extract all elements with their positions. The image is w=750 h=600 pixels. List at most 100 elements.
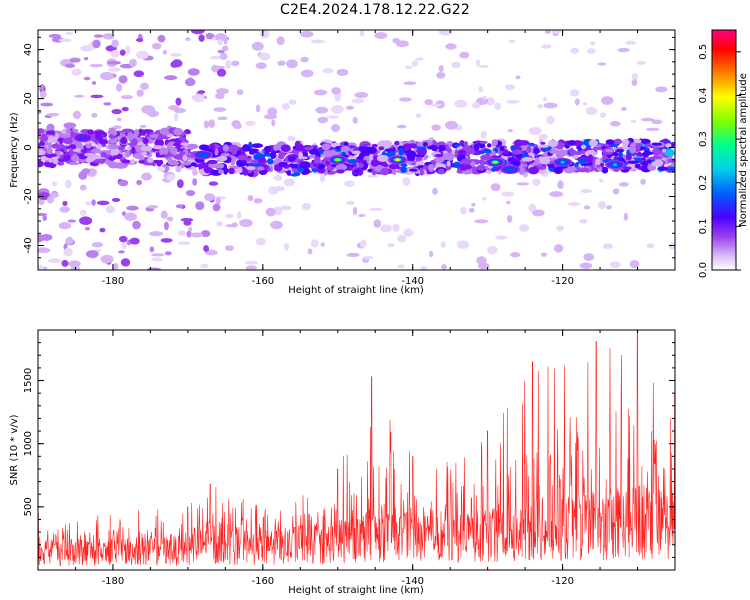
heatmap-cell xyxy=(217,116,228,121)
heatmap-cell xyxy=(208,162,220,169)
heatmap-cell xyxy=(479,159,485,165)
heatmap-cell xyxy=(200,161,206,167)
heatmap-cell xyxy=(604,143,610,147)
snr-x-ticks: -180 -160 -140 -120 xyxy=(37,330,676,587)
heatmap-cell xyxy=(482,95,487,100)
heatmap-cell xyxy=(627,160,639,164)
heatmap-cell xyxy=(39,83,45,91)
heatmap-cell xyxy=(506,200,511,205)
heatmap-cell xyxy=(640,117,655,122)
heatmap-cell xyxy=(46,195,54,204)
heatmap-cell xyxy=(83,76,91,81)
heatmap-cell xyxy=(62,137,74,144)
heatmap-cell xyxy=(180,139,189,144)
heatmap-cell xyxy=(211,64,219,73)
heatmap-cell xyxy=(247,195,254,202)
heatmap-cell xyxy=(551,30,562,34)
heatmap-cell xyxy=(340,145,351,152)
heatmap-cell xyxy=(405,65,413,70)
heatmap-cell xyxy=(90,94,104,99)
heatmap-cell xyxy=(79,216,93,226)
heatmap-cell xyxy=(330,105,344,114)
heatmap-cell xyxy=(298,151,303,160)
heatmap-cell xyxy=(491,139,498,147)
heatmap-cell xyxy=(414,57,424,61)
heatmap-cell xyxy=(46,130,55,135)
heatmap-cell xyxy=(537,104,544,109)
heatmap-cell xyxy=(657,166,669,171)
heatmap-cell xyxy=(625,40,637,46)
heatmap-cell xyxy=(636,61,646,65)
heatmap-cell xyxy=(124,212,138,222)
heatmap-cell xyxy=(331,123,341,132)
heatmap-cell xyxy=(164,251,172,256)
heatmap-cell xyxy=(476,256,487,265)
heatmap-cell xyxy=(431,145,438,152)
y-tick-label: 40 xyxy=(23,43,34,56)
x-tick-label: -160 xyxy=(251,576,274,587)
heatmap-cell xyxy=(395,40,409,48)
heatmap-cell xyxy=(131,146,136,155)
heatmap-cell xyxy=(38,264,44,270)
heatmap-cell xyxy=(169,146,176,155)
heatmap-cell xyxy=(85,201,92,206)
heatmap-cell xyxy=(71,68,82,76)
heatmap-cell xyxy=(580,144,587,150)
heatmap-cell xyxy=(280,144,291,153)
heatmap-cell xyxy=(625,152,632,161)
heatmap-cell xyxy=(646,159,651,164)
heatmap-cell xyxy=(157,133,164,141)
heatmap-cell xyxy=(68,148,74,157)
heatmap-cell xyxy=(118,250,125,254)
heatmap-cell xyxy=(255,237,266,246)
heatmap-cell xyxy=(438,30,453,36)
heatmap-cell xyxy=(346,200,355,206)
heatmap-cell xyxy=(549,191,564,198)
heatmap-cell xyxy=(508,39,516,43)
heatmap-cell xyxy=(178,241,191,245)
heatmap-cell xyxy=(617,47,630,53)
heatmap-cell xyxy=(100,254,114,264)
heatmap-cell xyxy=(541,44,552,49)
heatmap-cell xyxy=(299,161,311,169)
heatmap-cell xyxy=(119,49,126,56)
heatmap-cell xyxy=(301,203,311,211)
heatmap-panel: -180 -160 -140 -120 -40 -20 0 20 40 Height of s… xyxy=(9,29,676,296)
heatmap-cell xyxy=(536,165,547,170)
heatmap-cell xyxy=(185,189,196,197)
heatmap-cell xyxy=(85,250,99,259)
heatmap-cell xyxy=(95,133,104,141)
heatmap-cell xyxy=(316,167,326,174)
heatmap-cell xyxy=(164,75,178,81)
heatmap-cell xyxy=(208,119,216,128)
heatmap-cell xyxy=(118,75,128,84)
heatmap-cell xyxy=(112,125,122,130)
heatmap-cell xyxy=(438,144,446,152)
heatmap-cell xyxy=(334,94,341,102)
heatmap-cell xyxy=(451,61,461,69)
heatmap-cell xyxy=(228,167,235,175)
heatmap-cell xyxy=(99,227,106,233)
heatmap-cell xyxy=(507,129,513,133)
heatmap-cell xyxy=(72,110,81,120)
heatmap-cell xyxy=(61,259,69,267)
heatmap-cell xyxy=(100,71,114,81)
heatmap-cell xyxy=(58,222,72,230)
heatmap-cell xyxy=(472,140,479,145)
heatmap-cell xyxy=(445,43,457,50)
heatmap-cell xyxy=(175,164,182,173)
heatmap-cell xyxy=(195,201,205,211)
heatmap-cell xyxy=(352,206,358,216)
heatmap-cell xyxy=(376,154,389,162)
heatmap-cell xyxy=(415,161,425,166)
heatmap-cell xyxy=(313,89,328,96)
heatmap-cell xyxy=(419,168,424,176)
heatmap-cell xyxy=(48,158,53,163)
heatmap-cell xyxy=(43,266,48,270)
y-tick-label: 20 xyxy=(23,92,34,105)
heatmap-cell xyxy=(478,64,489,68)
heatmap-cell xyxy=(59,206,70,213)
heatmap-cell xyxy=(129,159,136,165)
heatmap-cell xyxy=(589,41,596,46)
heatmap-cell xyxy=(107,67,122,72)
